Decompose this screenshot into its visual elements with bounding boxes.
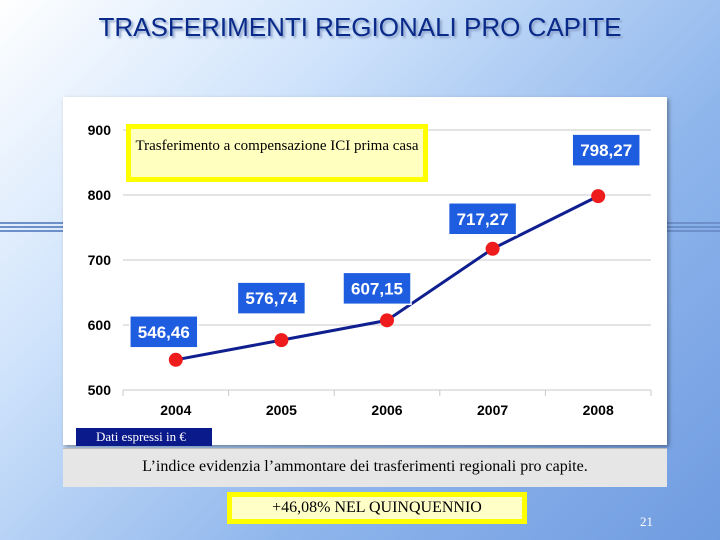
data-point (168, 352, 183, 367)
y-tick-label: 800 (88, 187, 112, 203)
summary-text: L’indice evidenzia l’ammontare dei trasf… (63, 448, 667, 487)
decorative-stripes-left (0, 222, 66, 236)
series-line (168, 189, 606, 367)
x-tick-label: 2006 (371, 402, 402, 418)
units-label: Dati espressi in € (76, 428, 212, 446)
data-label-box (236, 281, 307, 315)
x-tick-label: 2004 (160, 402, 191, 418)
data-label-text: 546,46 (138, 323, 190, 342)
data-label-box (129, 315, 199, 349)
y-axis-ticks: 500 600 700 800 900 (88, 122, 112, 398)
data-point (485, 241, 500, 256)
data-point (274, 333, 289, 348)
data-label: 607,15 (342, 271, 412, 306)
data-labels: 546,46 576,74 607,15 717,27 798,27 (129, 133, 641, 349)
x-tick-label: 2008 (583, 402, 614, 418)
slide-title: TRASFERIMENTI REGIONALI PRO CAPITE (98, 12, 622, 42)
y-tick-label: 900 (88, 122, 112, 138)
data-point (380, 313, 394, 328)
y-tick-label: 500 (88, 382, 112, 398)
data-label-text: 717,27 (457, 210, 509, 229)
page-number: 21 (640, 514, 653, 529)
x-tick-label: 2007 (477, 402, 508, 418)
data-label: 576,74 (236, 281, 307, 315)
data-label-box (571, 133, 641, 167)
data-label: 798,27 (571, 133, 641, 167)
data-point (591, 189, 606, 204)
growth-highlight: +46,08% NEL QUINQUENNIO (227, 492, 527, 524)
data-label: 717,27 (447, 202, 518, 236)
line-chart: 500 600 700 800 900 2004 2005 2006 2007 2008 546… (88, 122, 652, 418)
data-label: 546,46 (129, 315, 199, 349)
y-tick-label: 700 (88, 252, 112, 268)
data-label-box (447, 202, 518, 236)
data-label-box (342, 271, 412, 306)
y-tick-label: 600 (88, 317, 112, 333)
note-box: Trasferimento a compensazione ICI prima … (126, 124, 428, 182)
data-label-text: 576,74 (245, 289, 298, 308)
x-axis-ticks: 2004 2005 2006 2007 2008 (160, 402, 614, 418)
data-label-text: 798,27 (580, 141, 632, 160)
decorative-stripes-right (662, 222, 720, 236)
x-tick-label: 2005 (266, 402, 297, 418)
data-label-text: 607,15 (351, 279, 403, 298)
